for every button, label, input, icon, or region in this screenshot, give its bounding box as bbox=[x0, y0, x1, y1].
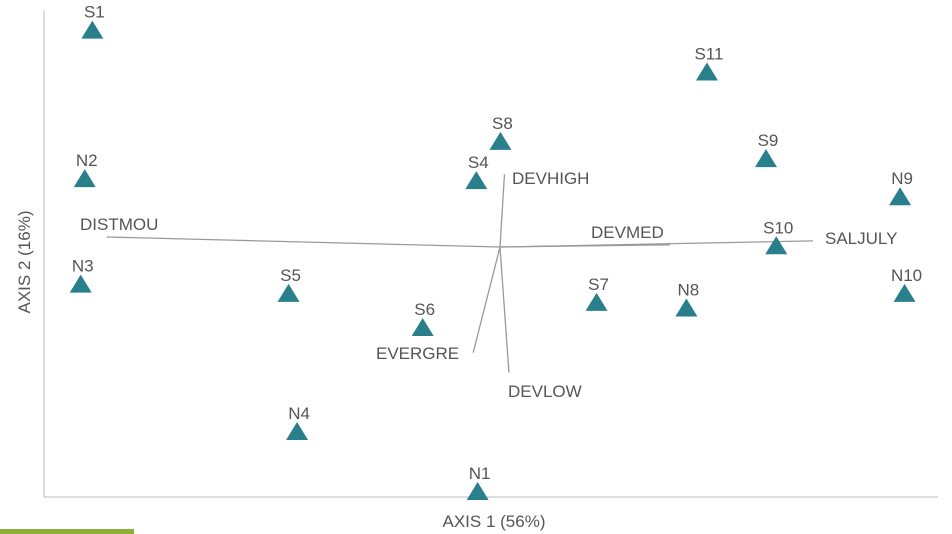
vector-label-devlow: DEVLOW bbox=[508, 382, 582, 401]
vector-label-evergre: EVERGRE bbox=[376, 344, 459, 363]
point-label-n3: N3 bbox=[72, 257, 94, 276]
vector-label-distmou: DISTMOU bbox=[80, 215, 158, 234]
vector-devlow bbox=[499, 246, 510, 373]
point-s5 bbox=[277, 283, 300, 302]
point-s10 bbox=[765, 236, 788, 255]
vector-devhigh bbox=[499, 174, 506, 248]
vector-distmou bbox=[106, 236, 501, 248]
point-label-s6: S6 bbox=[414, 300, 435, 319]
point-s1 bbox=[81, 20, 104, 39]
point-label-s8: S8 bbox=[492, 114, 513, 133]
point-label-s9: S9 bbox=[758, 131, 779, 150]
point-label-s7: S7 bbox=[588, 275, 609, 294]
vector-label-devhigh: DEVHIGH bbox=[512, 169, 589, 188]
point-label-n9: N9 bbox=[891, 169, 913, 188]
vector-devmed bbox=[499, 244, 670, 248]
y-axis-title: AXIS 2 (16%) bbox=[15, 211, 34, 314]
axes: AXIS 1 (56%) AXIS 2 (16%) bbox=[15, 10, 938, 531]
point-n4 bbox=[286, 421, 309, 440]
point-s4 bbox=[465, 171, 488, 190]
vectors: DISTMOU SALJULY DEVMED DEVHIGH EVERGRE DEVLOW bbox=[80, 169, 897, 401]
point-label-n8: N8 bbox=[678, 280, 700, 299]
point-s6 bbox=[411, 318, 434, 337]
point-label-s11: S11 bbox=[694, 45, 723, 64]
point-n2 bbox=[73, 169, 96, 188]
points: S1 S11 S8 S9 N2 S4 N9 S10 N3 N10 S5 S7 N8 S6 N4 N1 bbox=[69, 3, 922, 500]
point-label-s1: S1 bbox=[84, 3, 105, 22]
point-n9 bbox=[889, 187, 912, 206]
vector-label-saljuly: SALJULY bbox=[825, 229, 897, 248]
point-label-s10: S10 bbox=[763, 218, 793, 237]
vector-label-devmed: DEVMED bbox=[591, 223, 664, 242]
point-label-n2: N2 bbox=[76, 151, 98, 170]
point-n3 bbox=[69, 274, 92, 293]
x-axis-title: AXIS 1 (56%) bbox=[443, 512, 546, 531]
vector-evergre bbox=[472, 246, 501, 353]
point-label-s4: S4 bbox=[468, 153, 489, 172]
point-n8 bbox=[675, 298, 698, 317]
point-s11 bbox=[695, 62, 718, 81]
point-s7 bbox=[585, 292, 608, 311]
point-label-n4: N4 bbox=[288, 404, 310, 423]
point-s9 bbox=[754, 149, 777, 168]
point-label-s5: S5 bbox=[280, 266, 301, 285]
point-n1 bbox=[466, 481, 489, 500]
point-n10 bbox=[893, 283, 916, 302]
point-label-n10: N10 bbox=[891, 266, 922, 285]
point-s8 bbox=[489, 131, 512, 150]
point-label-n1: N1 bbox=[469, 464, 491, 483]
accent-strip bbox=[0, 529, 134, 534]
